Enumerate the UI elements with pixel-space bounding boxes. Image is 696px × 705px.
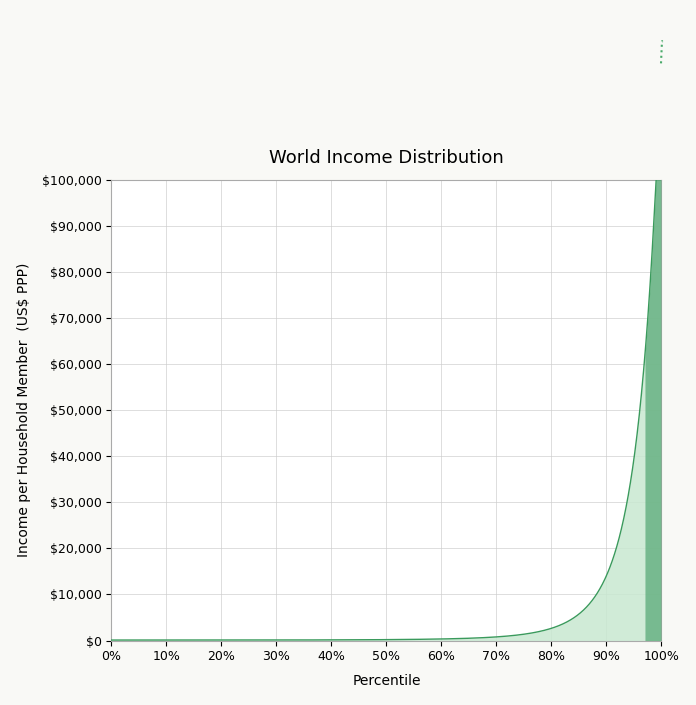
X-axis label: Percentile: Percentile xyxy=(352,675,420,688)
Title: World Income Distribution: World Income Distribution xyxy=(269,149,504,167)
Y-axis label: Income per Household Member  (US$ PPP): Income per Household Member (US$ PPP) xyxy=(17,263,31,557)
